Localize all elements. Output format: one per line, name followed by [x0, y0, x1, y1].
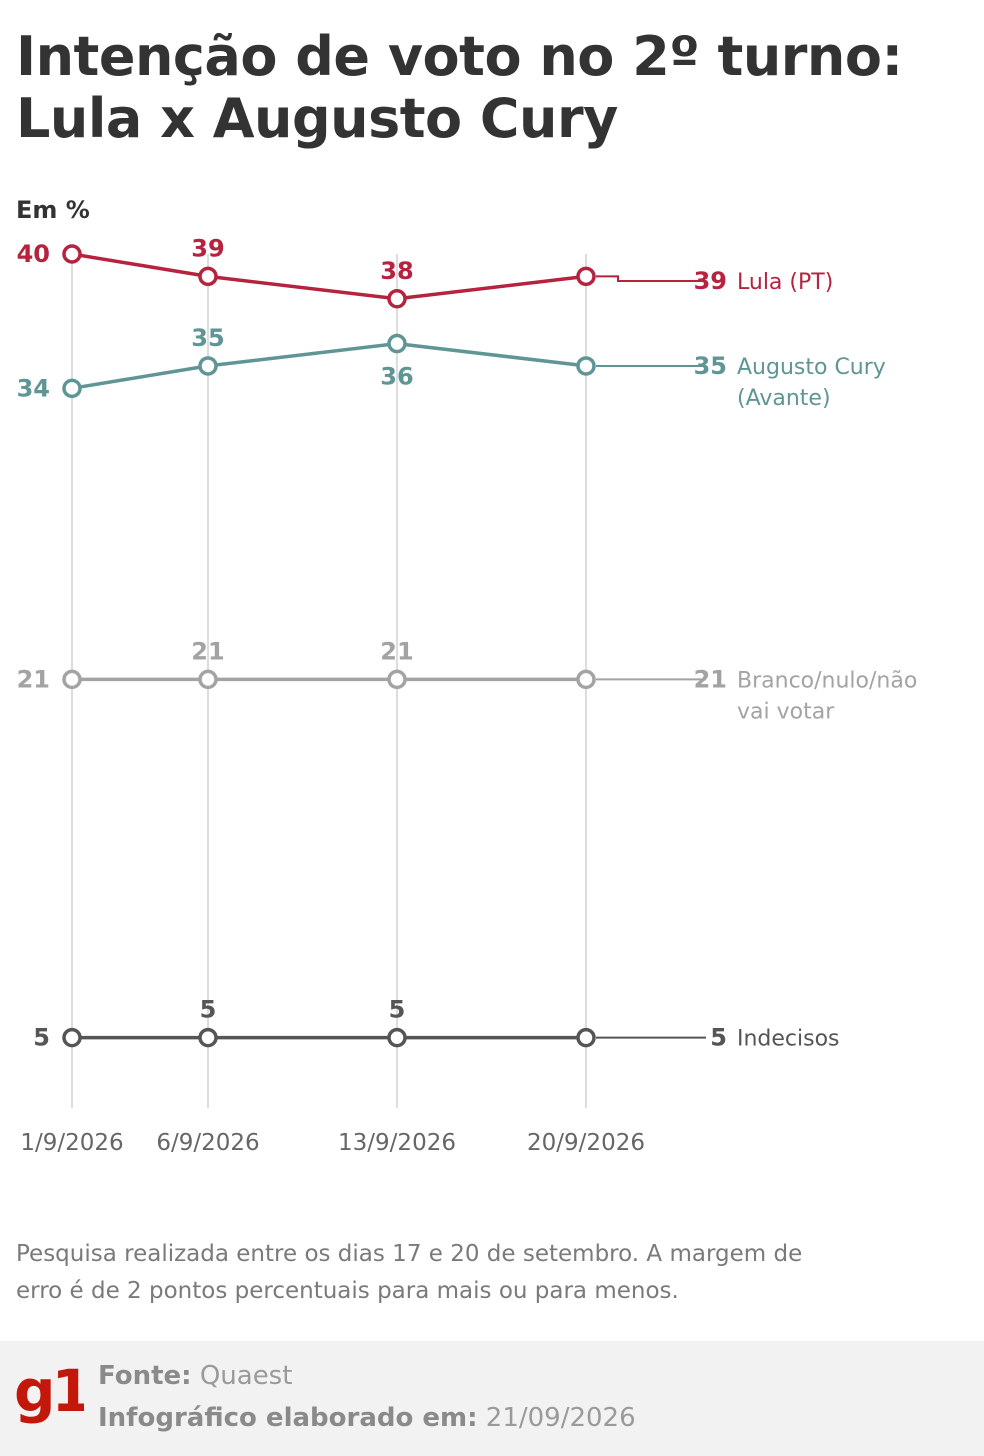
data-label: 39	[191, 234, 224, 262]
data-point	[198, 356, 218, 376]
chart-title: Intenção de voto no 2º turno: Lula x Aug…	[16, 25, 903, 150]
data-point	[387, 333, 407, 354]
data-point	[576, 1027, 596, 1048]
data-label: 36	[380, 363, 413, 391]
data-label: 5	[389, 996, 406, 1024]
end-value-label: 35	[694, 352, 727, 380]
data-label: 21	[17, 665, 50, 693]
data-point	[62, 669, 82, 690]
footer: g1 Fonte: Quaest Infográfico elaborado e…	[0, 1341, 984, 1456]
data-label: 5	[200, 996, 217, 1024]
source-label: Fonte:	[98, 1361, 192, 1391]
series-name-label: (Avante)	[737, 386, 831, 411]
data-label: 38	[380, 257, 413, 285]
data-point	[62, 1027, 82, 1048]
data-label: 40	[17, 240, 50, 268]
survey-note: Pesquisa realizada entre os dias 17 e 20…	[16, 1241, 803, 1304]
data-label: 21	[191, 637, 224, 665]
date-line: Infográfico elaborado em: 21/09/2026	[98, 1403, 636, 1433]
unit-label: Em %	[16, 196, 90, 224]
g1-logo: g1	[14, 1359, 84, 1425]
data-label: 5	[33, 1024, 50, 1052]
data-point	[576, 356, 596, 376]
data-label: 34	[17, 374, 50, 402]
series-name-label: Indecisos	[737, 1027, 840, 1052]
series-line	[71, 341, 587, 391]
series-connector	[596, 275, 706, 282]
data-point	[387, 289, 407, 309]
series-line	[71, 252, 587, 301]
source-value: Quaest	[199, 1361, 293, 1391]
date-value: 21/09/2026	[485, 1403, 636, 1433]
source-line: Fonte: Quaest	[98, 1361, 292, 1391]
end-value-label: 5	[710, 1024, 727, 1052]
data-label: 35	[191, 324, 224, 352]
data-point	[387, 669, 407, 690]
series-name-label: vai votar	[737, 699, 835, 724]
date-label: Infográfico elaborado em:	[98, 1403, 478, 1433]
data-point	[576, 266, 596, 287]
x-tick-label: 6/9/2026	[156, 1130, 259, 1156]
data-point	[576, 669, 596, 690]
data-point	[198, 1027, 218, 1048]
x-tick-label: 20/9/2026	[527, 1130, 645, 1156]
x-tick-label: 1/9/2026	[20, 1130, 123, 1156]
data-point	[387, 1027, 407, 1048]
end-value-label: 21	[694, 665, 727, 693]
series-name-label: Branco/nulo/não	[737, 668, 917, 693]
series-name-label: Lula (PT)	[737, 270, 833, 295]
series-name-label: Augusto Cury	[737, 355, 886, 380]
data-point	[198, 266, 218, 287]
data-point	[62, 244, 82, 264]
end-value-label: 39	[694, 267, 727, 295]
data-point	[198, 669, 218, 690]
data-point	[62, 378, 82, 399]
line-chart: 1/9/2026 6/9/2026 13/9/2026 20/9/2026 40 39 38…	[17, 234, 918, 1156]
svg-text:g1: g1	[14, 1359, 84, 1425]
data-label: 21	[380, 637, 413, 665]
x-tick-label: 13/9/2026	[338, 1130, 456, 1156]
